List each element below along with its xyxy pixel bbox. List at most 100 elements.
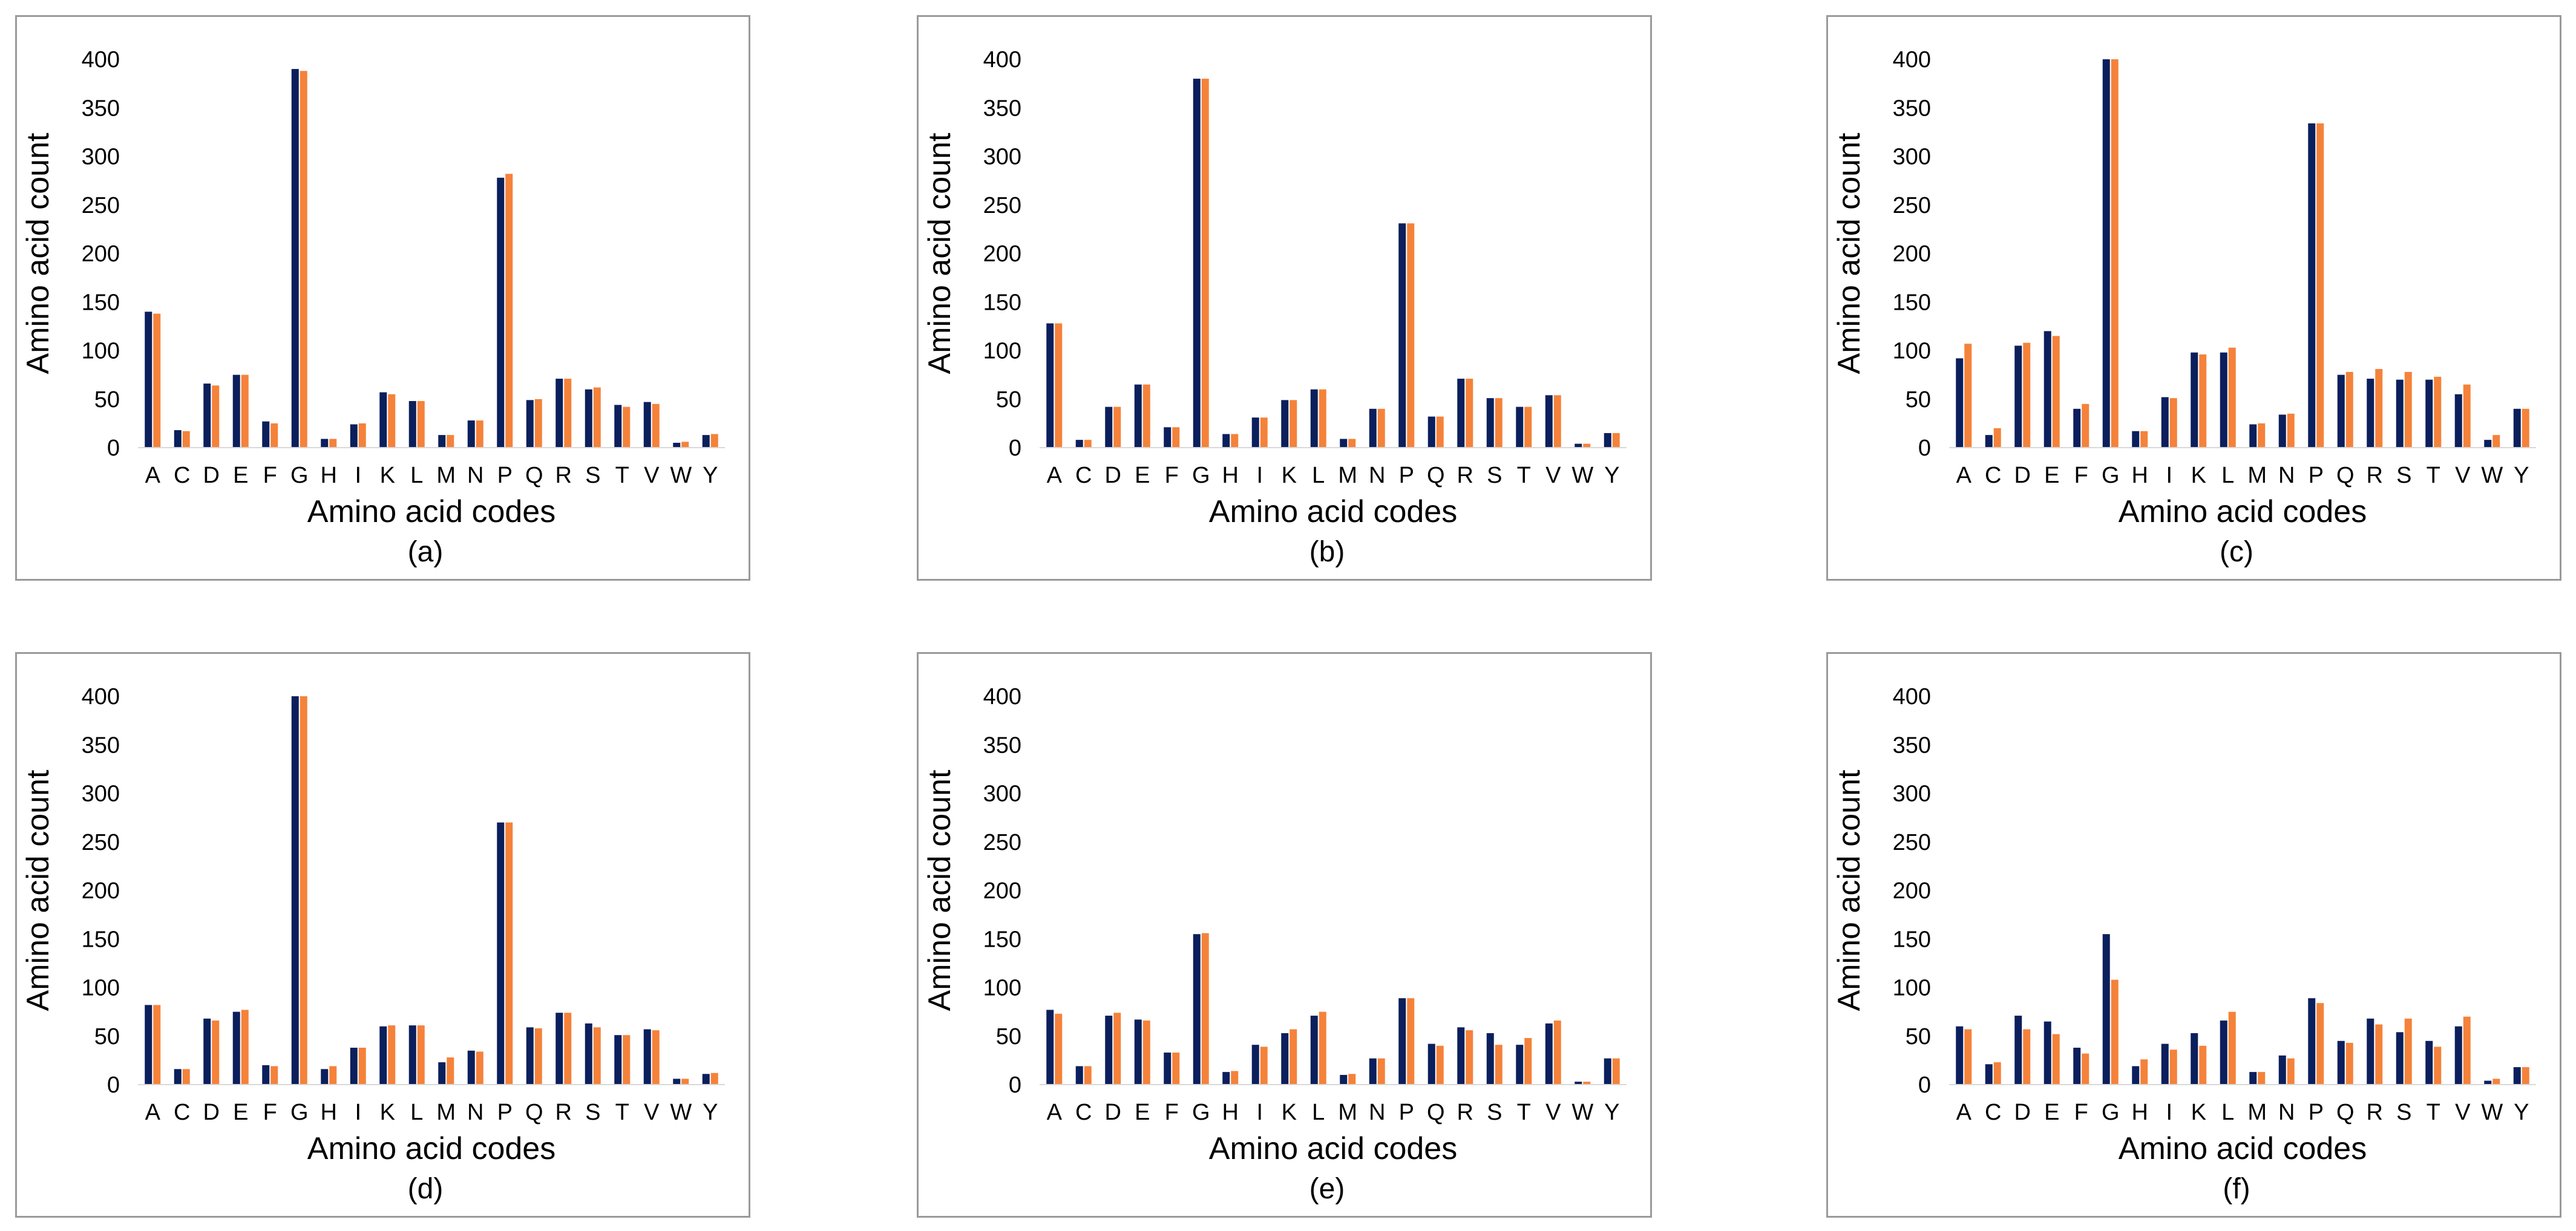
x-tick-label: Q xyxy=(525,463,543,488)
bar-series1-Y xyxy=(702,1074,710,1085)
x-tick-label: G xyxy=(1192,1100,1210,1125)
bar-series2-P xyxy=(505,822,513,1085)
bar-series2-D xyxy=(212,385,220,448)
x-tick-label: K xyxy=(380,463,395,488)
x-tick-label: I xyxy=(2166,1100,2172,1125)
bar-series2-Y xyxy=(1612,1058,1620,1085)
bar-series2-F xyxy=(1172,1053,1180,1085)
bar-series1-M xyxy=(2249,1072,2257,1085)
bar-series2-S xyxy=(1495,1045,1503,1085)
y-tick-label: 200 xyxy=(82,878,120,904)
bar-series2-K xyxy=(1290,1029,1297,1085)
x-tick-label: K xyxy=(2191,463,2206,488)
bar-series2-P xyxy=(2316,123,2324,448)
bar-series1-N xyxy=(1369,1058,1377,1085)
bar-series1-T xyxy=(614,405,622,448)
y-tick-label: 200 xyxy=(1893,878,1931,904)
bar-series2-I xyxy=(1260,417,1268,448)
bar-series2-R xyxy=(564,1013,572,1085)
bar-chart-e: 0 50 100 150 200 250 300 350 400 A C D E F G H I K L M N P Q R S… xyxy=(922,684,1627,1205)
y-tick-label: 0 xyxy=(107,436,120,461)
bar-series2-G xyxy=(2111,979,2119,1085)
y-tick-label: 150 xyxy=(82,290,120,315)
x-tick-label: G xyxy=(290,463,309,488)
x-tick-label: P xyxy=(2309,1100,2324,1125)
x-tick-label: A xyxy=(1047,463,1063,488)
bar-series2-M xyxy=(447,1057,454,1085)
bar-series2-T xyxy=(2434,1047,2442,1085)
bar-series2-W xyxy=(1583,443,1591,448)
x-tick-label: V xyxy=(1545,1100,1561,1125)
x-tick-label: D xyxy=(1105,463,1121,488)
y-tick-label: 300 xyxy=(1893,782,1931,807)
y-axis-title: Amino acid count xyxy=(922,769,957,1011)
y-tick-label: 150 xyxy=(983,927,1021,952)
x-tick-label: K xyxy=(380,1100,395,1125)
bar-series2-S xyxy=(2404,371,2412,448)
bar-series1-N xyxy=(2278,1055,2286,1085)
x-tick-label: L xyxy=(2221,463,2234,488)
y-tick-label: 300 xyxy=(983,145,1021,170)
bar-series2-C xyxy=(1993,1062,2001,1085)
bar-series1-E xyxy=(2043,1021,2051,1085)
x-tick-label: E xyxy=(233,463,248,488)
x-tick-label: R xyxy=(556,1100,572,1125)
bar-series2-G xyxy=(1201,79,1209,448)
bar-series2-I xyxy=(358,423,366,448)
bar-series2-K xyxy=(388,394,396,448)
bar-series1-I xyxy=(2161,1043,2169,1085)
x-tick-label: H xyxy=(321,1100,337,1125)
bar-series2-P xyxy=(1407,998,1415,1085)
bar-series1-R xyxy=(1457,1027,1465,1085)
bar-series2-T xyxy=(1524,1037,1532,1085)
y-tick-label: 50 xyxy=(1906,387,1931,413)
bar-series2-D xyxy=(2023,342,2031,448)
y-tick-label: 400 xyxy=(82,47,120,73)
x-axis-title: Amino acid codes xyxy=(2119,494,2367,529)
y-tick-label: 350 xyxy=(82,96,120,121)
bar-series1-Y xyxy=(2513,1067,2521,1085)
y-tick-label: 250 xyxy=(1893,193,1931,218)
x-tick-label: V xyxy=(2455,1100,2471,1125)
bar-series1-F xyxy=(1164,1053,1172,1085)
bar-series2-I xyxy=(2169,398,2177,448)
bar-series1-T xyxy=(2425,1040,2433,1085)
bar-series2-T xyxy=(623,1035,631,1085)
bar-series2-N xyxy=(2287,1058,2295,1085)
chart-caption: (e) xyxy=(1309,1173,1345,1205)
y-tick-label: 0 xyxy=(107,1073,120,1098)
bar-series1-A xyxy=(1956,1026,1964,1085)
bar-series2-W xyxy=(681,1079,689,1085)
y-tick-label: 150 xyxy=(1893,927,1931,952)
bar-series2-Q xyxy=(534,399,542,448)
y-tick-label: 200 xyxy=(983,241,1021,267)
bar-series1-I xyxy=(1251,417,1259,448)
bar-series2-K xyxy=(2199,1045,2207,1085)
bar-series2-T xyxy=(2434,376,2442,448)
bar-series2-A xyxy=(1055,323,1063,448)
bar-series1-S xyxy=(2396,379,2404,448)
bar-series2-D xyxy=(1113,1013,1121,1085)
x-tick-label: W xyxy=(670,1100,692,1125)
y-tick-label: 0 xyxy=(1918,436,1931,461)
x-tick-label: F xyxy=(1165,463,1179,488)
bar-series1-I xyxy=(1251,1045,1259,1085)
x-tick-label: T xyxy=(615,463,629,488)
x-tick-label: Y xyxy=(2514,1100,2529,1125)
x-tick-label: N xyxy=(2278,1100,2295,1125)
bar-series2-Q xyxy=(534,1028,542,1085)
bar-series2-S xyxy=(2404,1018,2412,1085)
x-tick-label: R xyxy=(556,463,572,488)
x-tick-label: Y xyxy=(1604,1100,1619,1125)
bar-series2-P xyxy=(2316,1003,2324,1085)
y-tick-label: 0 xyxy=(1009,436,1021,461)
bar-series2-L xyxy=(417,1025,425,1085)
bar-series1-V xyxy=(643,402,651,448)
bar-series2-S xyxy=(593,387,601,448)
bar-series2-Y xyxy=(2522,1067,2529,1085)
chart-caption: (f) xyxy=(2223,1173,2250,1205)
x-tick-label: K xyxy=(1282,463,1297,488)
bar-series2-V xyxy=(1553,395,1561,448)
x-tick-label: S xyxy=(2396,1100,2411,1125)
x-tick-label: E xyxy=(1135,1100,1150,1125)
